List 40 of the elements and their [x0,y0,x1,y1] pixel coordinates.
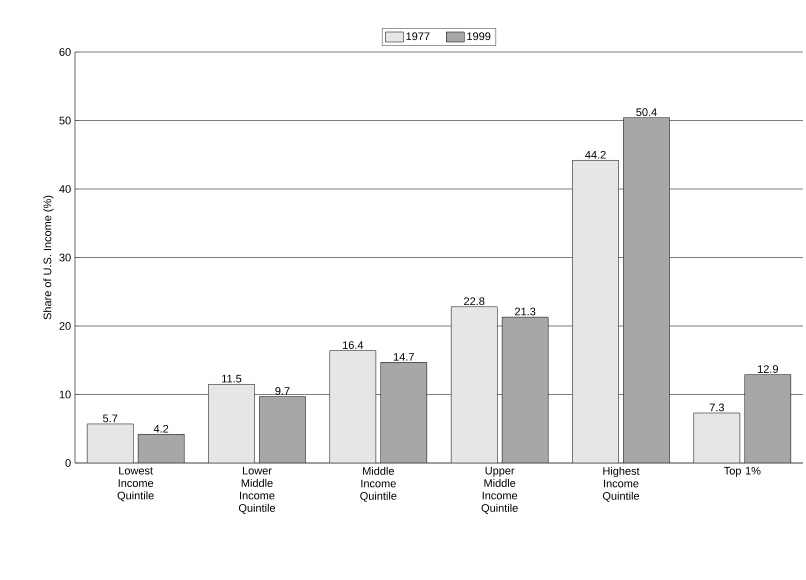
bar [623,118,670,463]
bar [208,384,255,463]
data-label: 16.4 [343,341,364,349]
x-tick-label: Highest Income Quintile [602,466,640,502]
data-label: 4.2 [154,424,168,433]
data-label: 50.4 [636,108,657,116]
data-label: 9.7 [275,387,290,395]
x-tick-label: Upper Middle Income Quintile [482,466,518,514]
bar [138,434,184,463]
bar [86,424,134,463]
y-tick-label: 50 [59,116,71,124]
y-tick-label: 40 [59,185,71,193]
legend-label: 1999 [467,32,490,40]
bar [259,396,306,463]
data-label: 11.5 [222,374,242,383]
bar [502,316,548,463]
x-tick-label: Top 1% [724,466,761,477]
data-label: 21.3 [515,308,536,316]
x-tick-label: Middle Income Quintile [360,466,396,502]
y-tick-label: 10 [60,390,71,398]
y-axis-title: Share of U.S. Income (%) [43,196,54,320]
y-tick-label: 0 [65,459,71,467]
data-label: 22.8 [464,297,484,306]
legend-label: 1977 [406,32,430,40]
bar [380,362,428,463]
bar [694,412,740,463]
data-label: 7.3 [710,404,724,412]
bar [450,306,498,463]
bar [572,160,619,463]
data-label: 12.9 [758,365,778,373]
bar [330,350,376,463]
y-tick-label: 20 [60,322,71,330]
data-label: 14.7 [394,353,414,361]
bar [744,374,792,463]
y-tick-label: 60 [60,48,71,56]
x-tick-label: Lowest Income Quintile [118,466,154,502]
data-label: 44.2 [585,150,606,159]
x-tick-label: Lower Middle Income Quintile [238,466,276,514]
data-label: 5.7 [103,414,118,422]
y-tick-label: 30 [59,254,71,262]
